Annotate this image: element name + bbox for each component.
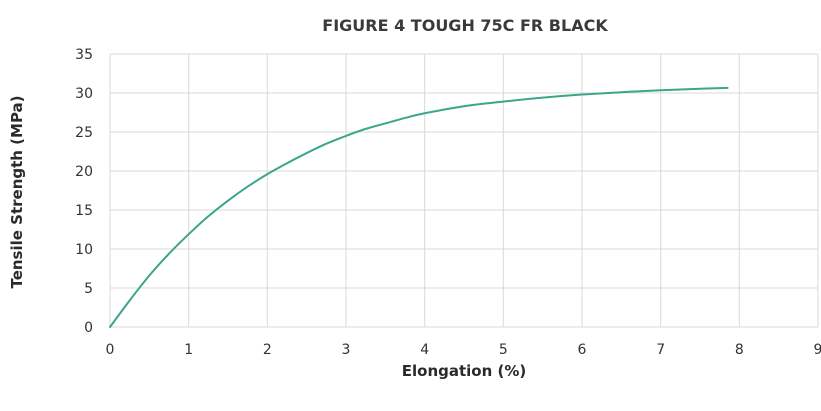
x-tick-label: 5 <box>499 342 508 358</box>
x-tick-label: 6 <box>578 342 587 358</box>
x-tick-labels: 0 1 2 3 4 5 6 7 8 9 <box>106 342 821 358</box>
x-tick-label: 0 <box>106 342 115 358</box>
series-line-0 <box>109 86 729 328</box>
x-gridlines <box>109 54 819 327</box>
y-axis-title: Tensile Strength (MPa) <box>8 95 26 288</box>
y-tick-label: 25 <box>75 125 93 141</box>
y-tick-label: 30 <box>75 86 93 102</box>
y-tick-label: 20 <box>75 164 93 180</box>
x-tick-label: 1 <box>184 342 193 358</box>
y-tick-label: 5 <box>84 281 93 297</box>
x-tick-label: 8 <box>735 342 744 358</box>
x-tick-label: 2 <box>263 342 272 358</box>
x-tick-label: 3 <box>342 342 351 358</box>
y-tick-label: 35 <box>75 47 93 63</box>
series-group <box>109 86 729 328</box>
x-axis-title: Elongation (%) <box>402 362 527 380</box>
chart-title: FIGURE 4 TOUGH 75C FR BLACK <box>322 16 608 35</box>
y-tick-label: 10 <box>75 242 93 258</box>
y-tick-label: 15 <box>75 203 93 219</box>
y-tick-labels: 0 5 10 15 20 25 30 35 <box>75 47 93 336</box>
x-tick-label: 9 <box>814 342 821 358</box>
x-tick-label: 4 <box>420 342 429 358</box>
y-tick-label: 0 <box>84 320 93 336</box>
y-gridlines <box>110 53 818 328</box>
x-tick-label: 7 <box>656 342 665 358</box>
